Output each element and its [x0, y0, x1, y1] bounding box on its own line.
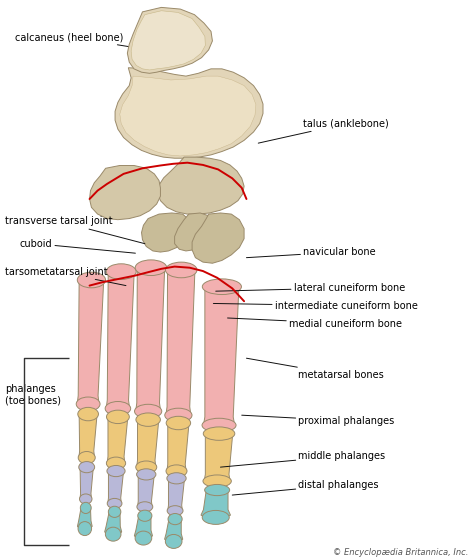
Polygon shape [204, 433, 233, 487]
Polygon shape [137, 474, 155, 511]
Polygon shape [137, 419, 159, 473]
Polygon shape [157, 157, 244, 214]
Text: transverse tarsal joint: transverse tarsal joint [5, 216, 145, 244]
Ellipse shape [135, 531, 152, 545]
Ellipse shape [78, 521, 91, 535]
Polygon shape [201, 490, 230, 522]
Ellipse shape [205, 484, 229, 496]
Polygon shape [192, 213, 244, 263]
Ellipse shape [165, 262, 197, 278]
Text: cuboid: cuboid [19, 239, 136, 253]
Ellipse shape [167, 506, 183, 516]
Ellipse shape [203, 427, 235, 440]
Ellipse shape [79, 461, 95, 473]
Polygon shape [105, 512, 122, 539]
Polygon shape [80, 467, 93, 503]
Ellipse shape [137, 502, 153, 512]
Ellipse shape [202, 279, 241, 295]
Polygon shape [107, 417, 128, 469]
Text: © Encyclopædia Britannica, Inc.: © Encyclopædia Britannica, Inc. [333, 548, 469, 557]
Polygon shape [115, 68, 263, 158]
Polygon shape [108, 471, 124, 508]
Ellipse shape [136, 413, 160, 426]
Ellipse shape [105, 402, 131, 416]
Polygon shape [79, 414, 97, 463]
Ellipse shape [137, 469, 156, 480]
Polygon shape [77, 280, 104, 410]
Text: phalanges
(toe bones): phalanges (toe bones) [5, 384, 62, 405]
Ellipse shape [80, 494, 92, 504]
Polygon shape [168, 478, 184, 515]
Text: middle phalanges: middle phalanges [220, 451, 385, 467]
Ellipse shape [76, 397, 100, 411]
Ellipse shape [77, 272, 106, 288]
Ellipse shape [78, 451, 95, 464]
Polygon shape [167, 423, 189, 477]
Text: navicular bone: navicular bone [246, 247, 376, 258]
Polygon shape [166, 270, 195, 422]
Polygon shape [164, 519, 183, 546]
Text: calcaneus (heel bone): calcaneus (heel bone) [15, 32, 173, 54]
Ellipse shape [203, 475, 231, 487]
Polygon shape [77, 508, 92, 533]
Ellipse shape [107, 498, 122, 508]
Ellipse shape [138, 510, 152, 521]
Ellipse shape [109, 506, 121, 517]
Polygon shape [128, 7, 212, 73]
Text: distal phalanges: distal phalanges [232, 480, 379, 495]
Text: lateral cuneiform bone: lateral cuneiform bone [216, 283, 405, 293]
Text: talus (anklebone): talus (anklebone) [258, 119, 389, 143]
Ellipse shape [166, 416, 191, 430]
Ellipse shape [80, 502, 91, 514]
Polygon shape [203, 287, 239, 432]
Ellipse shape [106, 264, 136, 279]
Ellipse shape [107, 465, 125, 477]
Ellipse shape [78, 407, 99, 421]
Ellipse shape [105, 527, 121, 541]
Text: proximal phalanges: proximal phalanges [242, 415, 395, 426]
Ellipse shape [165, 534, 182, 548]
Text: medial cuneiform bone: medial cuneiform bone [228, 318, 402, 329]
Ellipse shape [107, 410, 129, 423]
Ellipse shape [135, 404, 162, 418]
Polygon shape [106, 272, 134, 415]
Polygon shape [131, 11, 205, 70]
Text: tarsometatarsal joint: tarsometatarsal joint [5, 267, 126, 286]
Polygon shape [142, 213, 191, 252]
Text: intermediate cuneiform bone: intermediate cuneiform bone [213, 301, 418, 311]
Ellipse shape [136, 461, 157, 473]
Ellipse shape [167, 473, 186, 484]
Polygon shape [134, 516, 153, 543]
Ellipse shape [166, 465, 187, 477]
Polygon shape [136, 268, 164, 418]
Polygon shape [174, 213, 212, 251]
Ellipse shape [168, 514, 182, 525]
Polygon shape [120, 76, 256, 156]
Ellipse shape [202, 418, 236, 432]
Ellipse shape [165, 408, 192, 422]
Text: metatarsal bones: metatarsal bones [246, 358, 384, 380]
Ellipse shape [202, 510, 229, 524]
Polygon shape [90, 166, 160, 220]
Ellipse shape [106, 457, 126, 469]
Ellipse shape [135, 260, 167, 276]
